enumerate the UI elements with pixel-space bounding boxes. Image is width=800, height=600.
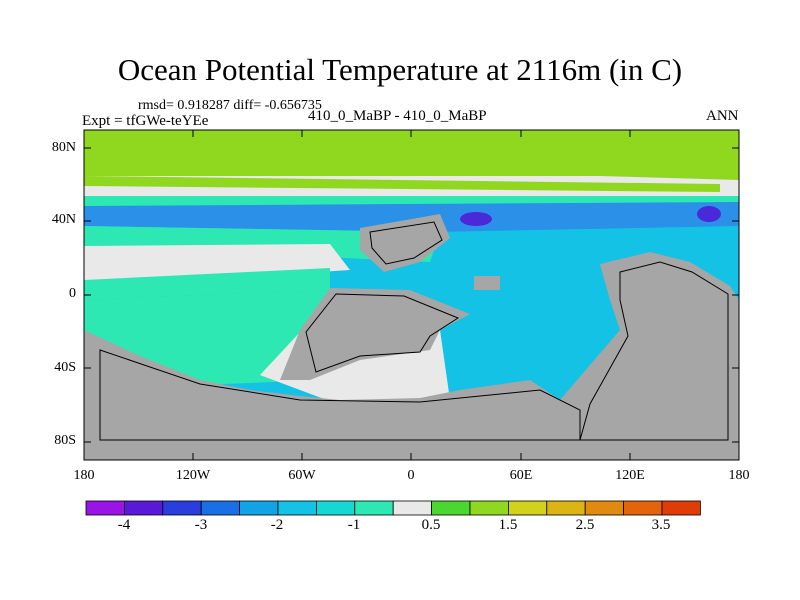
x-tick-label: 0 [407, 468, 415, 483]
colorbar-swatch [661, 500, 701, 516]
colorbar-swatch [277, 500, 317, 516]
colorbar-label: 0.5 [421, 517, 441, 533]
land-island [474, 276, 500, 290]
land-africa-america [280, 288, 470, 380]
teal-region [84, 268, 330, 300]
colorbar-label: 2.5 [575, 517, 595, 533]
cold-spot [697, 206, 721, 222]
y-tick-label: 80S [54, 433, 76, 448]
x-tick-label: 120E [615, 468, 645, 483]
land-antarctica [84, 330, 560, 460]
x-tick-label: 120W [175, 468, 211, 483]
continents [84, 214, 739, 460]
y-tick-label: 0 [69, 286, 76, 301]
x-tick-label: 60W [288, 468, 316, 483]
stats-text: rmsd= 0.918287 diff= -0.656735 [138, 98, 322, 113]
cold-anomaly-band [84, 202, 739, 232]
colorbar-swatch [200, 500, 240, 516]
colorbar-swatch [162, 500, 202, 516]
colorbar-swatch [124, 500, 164, 516]
colorbar-swatch [431, 500, 471, 516]
colorbar-label: -3 [194, 517, 208, 533]
colorbar-swatch [315, 500, 356, 516]
season-label: ANN [706, 108, 739, 124]
plot-title: Ocean Potential Temperature at 2116m (in… [117, 52, 683, 87]
colorbar-swatch [546, 500, 586, 516]
green-streak [84, 176, 720, 192]
colorbar-label: 1.5 [498, 517, 518, 533]
green-streak [560, 160, 739, 180]
runs-label: 410_0_MaBP - 410_0_MaBP [308, 108, 487, 124]
colorbar-swatch [85, 500, 125, 516]
colorbar-label: 3.5 [651, 517, 671, 533]
x-tick-label: 180 [728, 468, 750, 483]
colorbar-label: -2 [270, 517, 284, 533]
colorbar-swatch [239, 500, 279, 516]
y-tick-label: 40N [51, 212, 76, 227]
y-tick-label: 40S [54, 360, 76, 375]
colorbar-swatch [392, 500, 433, 516]
map-field [84, 130, 739, 460]
colorbar-swatch [469, 500, 509, 516]
cold-spot [460, 212, 492, 226]
experiment-label: Expt = tfGWe-teYEe [82, 113, 209, 129]
colorbar-swatch [623, 500, 663, 516]
x-tick-label: 60E [509, 468, 533, 483]
colorbar-label: -1 [347, 517, 361, 533]
land-europe [360, 214, 450, 272]
colorbar-label: -4 [117, 517, 131, 533]
colorbar-swatch [354, 500, 394, 516]
colorbar-swatch [584, 500, 625, 516]
colorbar-swatch [507, 500, 548, 516]
x-tick-label: 180 [73, 468, 95, 483]
land-australasia [560, 252, 739, 460]
coastlines [99, 221, 729, 441]
axis-ticks [83, 130, 740, 460]
teal-region [84, 226, 440, 262]
y-tick-label: 80N [51, 140, 76, 155]
